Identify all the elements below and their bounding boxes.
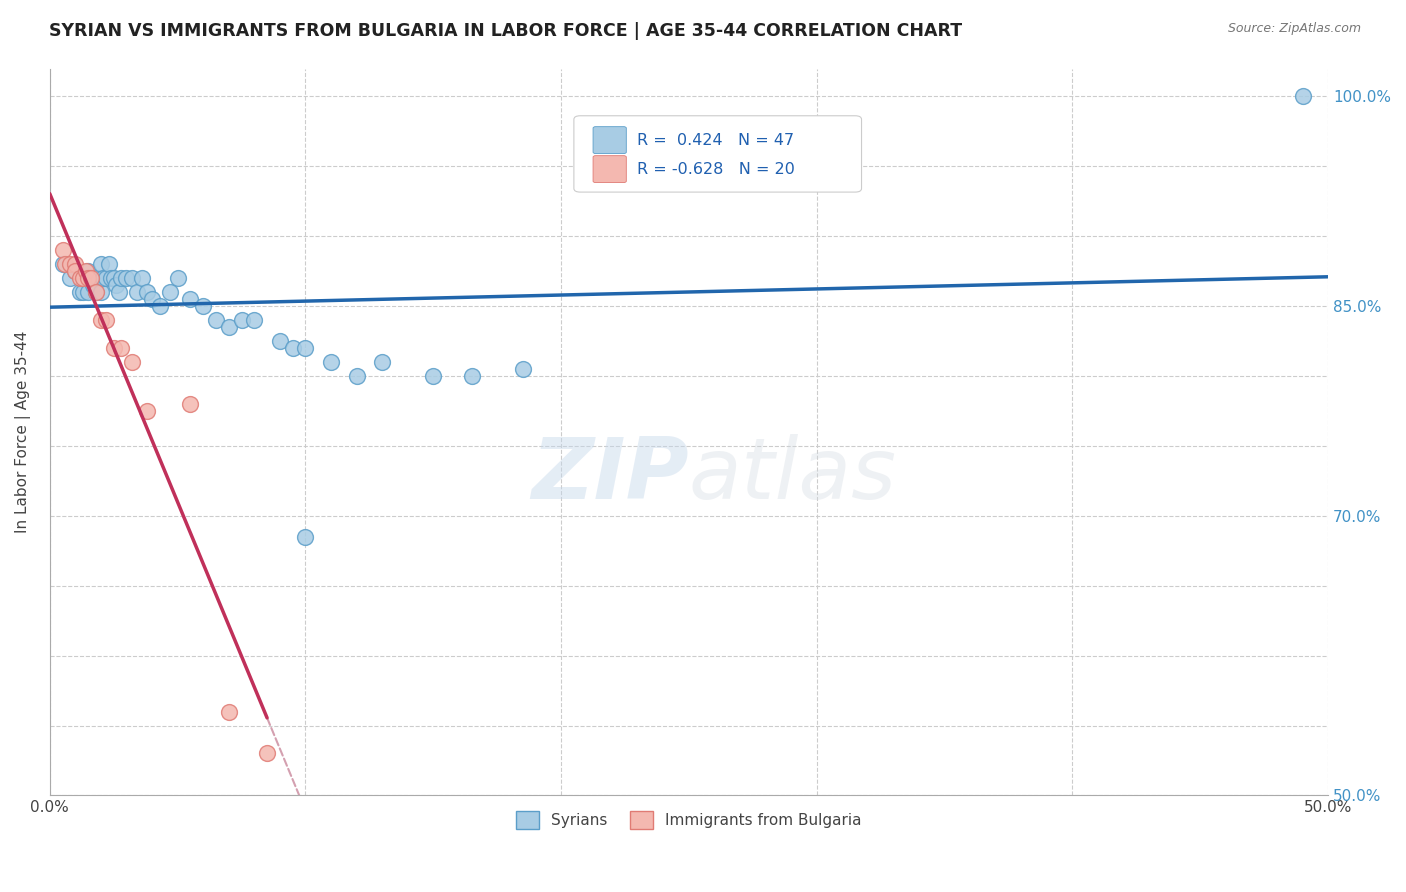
Point xyxy=(319,355,342,369)
Point xyxy=(77,285,100,300)
Point xyxy=(90,285,112,300)
Point xyxy=(87,271,110,285)
Point xyxy=(72,285,94,300)
Point xyxy=(79,271,101,285)
Point xyxy=(103,271,125,285)
Text: SYRIAN VS IMMIGRANTS FROM BULGARIA IN LABOR FORCE | AGE 35-44 CORRELATION CHART: SYRIAN VS IMMIGRANTS FROM BULGARIA IN LA… xyxy=(49,22,962,40)
Point xyxy=(53,257,76,271)
Point xyxy=(1291,89,1313,103)
Point xyxy=(281,341,304,355)
Point xyxy=(269,334,291,348)
FancyBboxPatch shape xyxy=(593,127,626,153)
Point xyxy=(110,271,132,285)
Point xyxy=(59,257,82,271)
Point xyxy=(77,264,100,278)
Point xyxy=(75,264,97,278)
Point xyxy=(90,257,112,271)
Text: Source: ZipAtlas.com: Source: ZipAtlas.com xyxy=(1227,22,1361,36)
FancyBboxPatch shape xyxy=(593,156,626,183)
Point xyxy=(121,271,143,285)
Text: R =  0.424   N = 47: R = 0.424 N = 47 xyxy=(637,133,793,147)
Text: ZIP: ZIP xyxy=(531,434,689,517)
Point xyxy=(51,244,73,258)
Point xyxy=(205,313,228,327)
Point xyxy=(97,257,120,271)
Point xyxy=(65,257,87,271)
Point xyxy=(77,271,100,285)
Point xyxy=(103,341,125,355)
Point xyxy=(460,369,482,384)
Point xyxy=(72,271,94,285)
Point xyxy=(191,299,214,313)
Point xyxy=(346,369,368,384)
Point xyxy=(93,271,115,285)
Point xyxy=(65,264,87,278)
Point xyxy=(256,747,278,761)
Point xyxy=(90,313,112,327)
Point xyxy=(107,285,129,300)
Point xyxy=(159,285,181,300)
Point xyxy=(371,355,394,369)
Point xyxy=(231,313,253,327)
Point xyxy=(84,285,107,300)
Point xyxy=(243,313,266,327)
Point xyxy=(115,271,138,285)
Point xyxy=(294,341,316,355)
Point xyxy=(82,278,104,293)
Point xyxy=(422,369,444,384)
FancyBboxPatch shape xyxy=(574,116,862,192)
Point xyxy=(65,264,87,278)
Point xyxy=(79,271,101,285)
Point xyxy=(100,271,122,285)
Text: atlas: atlas xyxy=(689,434,897,517)
Point xyxy=(218,705,240,719)
Point xyxy=(105,278,128,293)
Legend: Syrians, Immigrants from Bulgaria: Syrians, Immigrants from Bulgaria xyxy=(510,805,868,835)
Point xyxy=(135,285,157,300)
Point xyxy=(166,271,188,285)
Point xyxy=(125,285,148,300)
Point xyxy=(84,285,107,300)
Point xyxy=(131,271,153,285)
Point xyxy=(512,362,534,376)
Point xyxy=(59,271,82,285)
Point xyxy=(179,397,201,411)
Point xyxy=(149,299,172,313)
Point xyxy=(141,292,163,306)
Point xyxy=(94,271,117,285)
Point xyxy=(294,530,316,544)
Point xyxy=(218,320,240,334)
Point xyxy=(94,313,117,327)
Point xyxy=(110,341,132,355)
Point xyxy=(121,355,143,369)
Point xyxy=(51,257,73,271)
Point xyxy=(69,285,91,300)
Point xyxy=(69,271,91,285)
Point xyxy=(135,404,157,418)
Y-axis label: In Labor Force | Age 35-44: In Labor Force | Age 35-44 xyxy=(15,331,31,533)
Point xyxy=(179,292,201,306)
Text: R = -0.628   N = 20: R = -0.628 N = 20 xyxy=(637,161,794,177)
